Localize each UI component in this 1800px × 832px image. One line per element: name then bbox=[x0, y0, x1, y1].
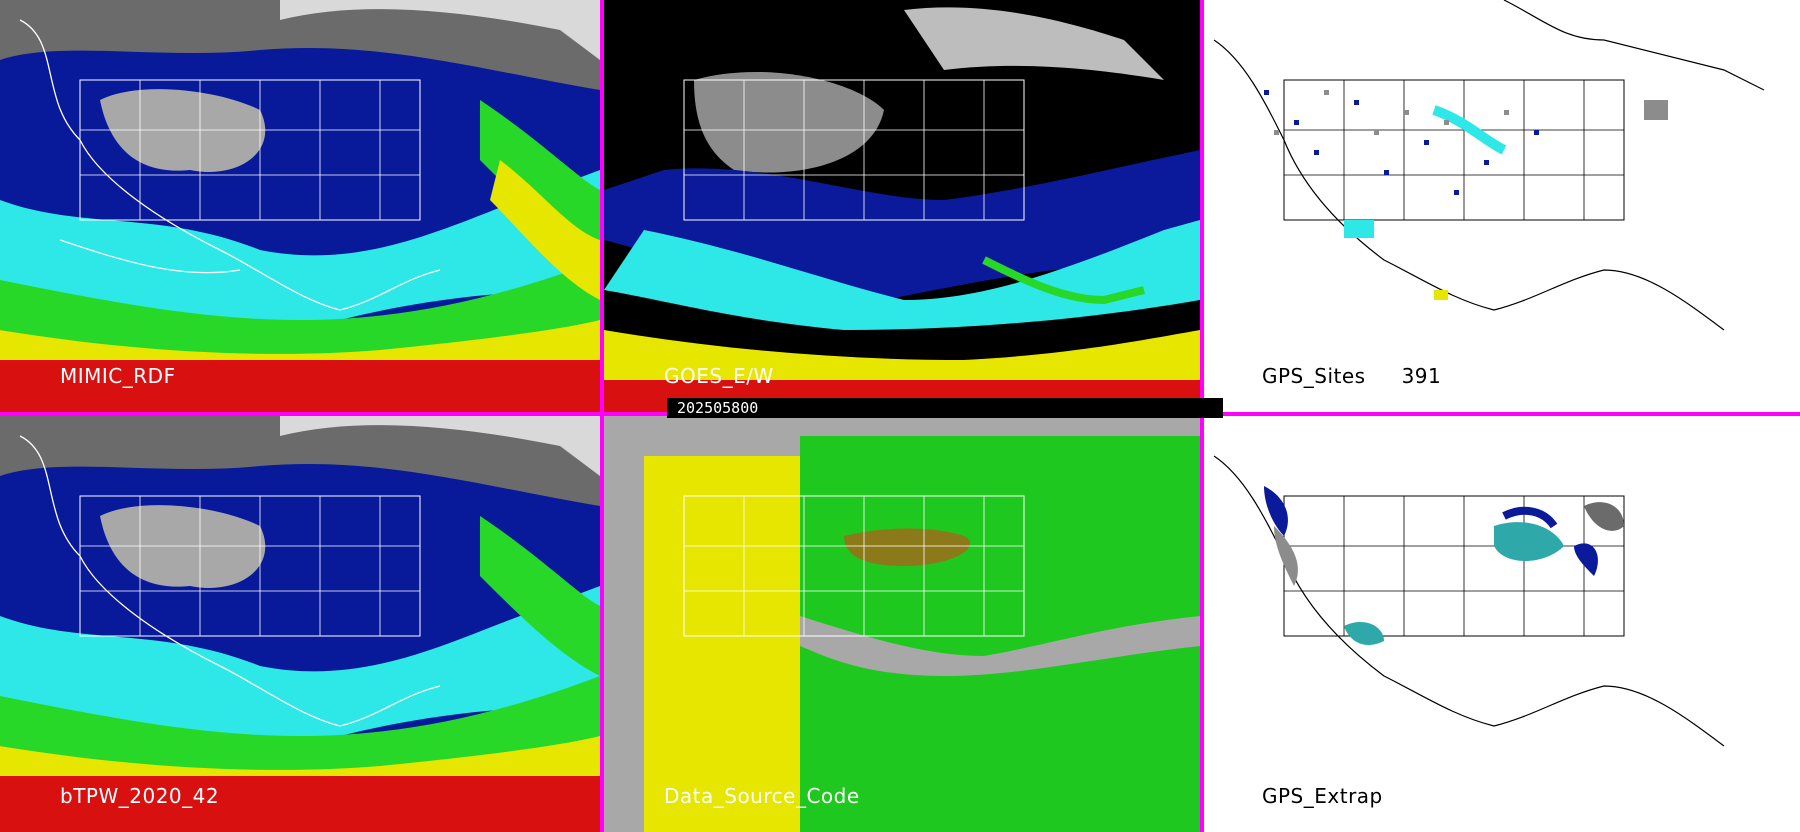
gps-extrap-map bbox=[1204, 416, 1800, 832]
panel-mimic-tpw: MIMIC_RDF bbox=[0, 0, 600, 412]
timestamp-bar: 202505800 bbox=[667, 398, 1223, 418]
gps-sites-title: GPS_Sites bbox=[1262, 364, 1366, 388]
data-source-map bbox=[604, 416, 1200, 832]
panel-label: GPS_Sites 391 bbox=[1262, 364, 1441, 388]
btpw-map-image bbox=[0, 416, 600, 832]
panel-goes-ew: GOES_E/W bbox=[604, 0, 1200, 412]
panel-gps-extrap: GPS_Extrap bbox=[1204, 416, 1800, 832]
goes-map-image bbox=[604, 0, 1200, 412]
panel-label: GPS_Extrap bbox=[1262, 784, 1383, 808]
divider-vertical-1 bbox=[600, 0, 604, 832]
panel-label: bTPW_2020_42 bbox=[60, 784, 220, 808]
tpw-map-image bbox=[0, 0, 600, 412]
panel-label: GOES_E/W bbox=[664, 364, 774, 388]
panel-label: MIMIC_RDF bbox=[60, 364, 176, 388]
panel-data-source: Data_Source_Code bbox=[604, 416, 1200, 832]
panel-btpw: bTPW_2020_42 bbox=[0, 416, 600, 832]
panel-gps-sites: GPS_Sites 391 bbox=[1204, 0, 1800, 412]
gps-sites-map bbox=[1204, 0, 1800, 412]
gps-sites-count: 391 bbox=[1401, 364, 1442, 388]
panel-label: Data_Source_Code bbox=[664, 784, 860, 808]
